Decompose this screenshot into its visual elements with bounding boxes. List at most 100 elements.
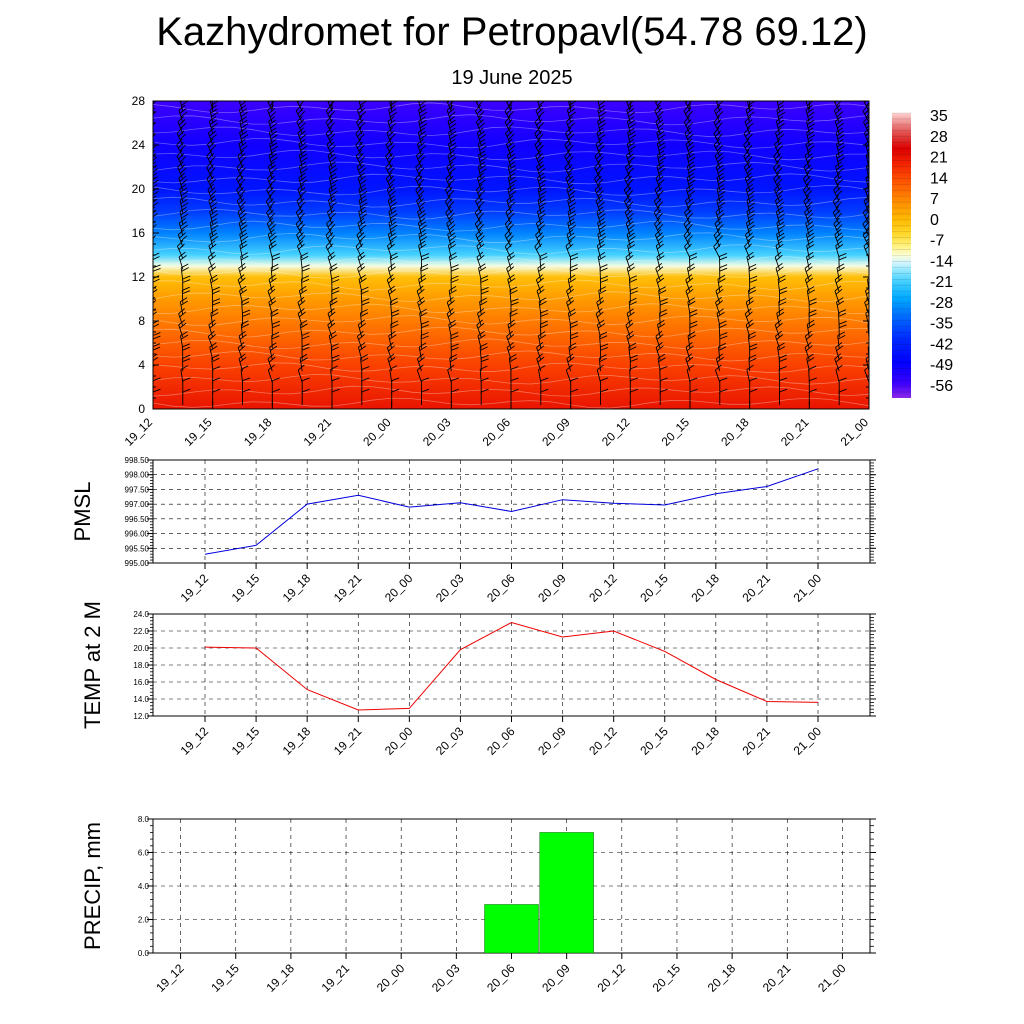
- x-tick-label: 20_12: [586, 724, 620, 758]
- wind-barb: [863, 115, 869, 134]
- wind-barb: [564, 138, 574, 157]
- wind-barb: [713, 138, 724, 157]
- wind-barb: [388, 218, 398, 236]
- wind-barb: [444, 195, 455, 214]
- wind-barb: [178, 217, 188, 236]
- wind-barb: [149, 83, 157, 100]
- wind-barb: [835, 240, 844, 259]
- wind-barb: [421, 388, 430, 405]
- wind-barb: [868, 267, 869, 281]
- wind-barb: [328, 161, 338, 180]
- wind-barb: [628, 275, 638, 293]
- wind-barb: [391, 309, 400, 326]
- wind-barb: [480, 388, 489, 405]
- colorbar-label: -49: [930, 357, 953, 374]
- wind-barb: [385, 138, 395, 157]
- wind-barb: [177, 161, 187, 180]
- wind-barb: [626, 229, 636, 247]
- wind-barb: [236, 172, 246, 191]
- x-tick-label: 20_21: [760, 961, 794, 995]
- wind-barb: [534, 127, 544, 146]
- wind-barb: [596, 240, 605, 259]
- wind-barb: [178, 251, 187, 270]
- wind-barb: [535, 104, 545, 123]
- wind-barb: [747, 83, 755, 100]
- wind-barb: [537, 172, 547, 191]
- wind-barb: [778, 365, 787, 383]
- wind-barb: [504, 116, 514, 135]
- wind-barb: [865, 152, 869, 168]
- wind-barb: [506, 251, 515, 270]
- wind-barb: [656, 127, 666, 146]
- wind-barb: [236, 161, 246, 180]
- wind-barb: [208, 195, 218, 214]
- wind-barb: [391, 377, 400, 394]
- wind-barb: [746, 251, 755, 270]
- wind-barb: [179, 206, 189, 225]
- wind-barb: [153, 296, 157, 315]
- wind-barb: [716, 195, 726, 214]
- wind-barb: [418, 240, 427, 259]
- wind-barb: [718, 320, 727, 338]
- wind-barb: [719, 252, 728, 270]
- wind-barb: [182, 377, 191, 394]
- wind-barb: [271, 377, 280, 394]
- wind-barb: [236, 195, 246, 214]
- wind-barb: [838, 377, 847, 394]
- wind-barb: [719, 388, 728, 405]
- colorbar-label: 28: [930, 129, 948, 146]
- wind-barb: [418, 101, 427, 112]
- wind-barb: [209, 342, 218, 360]
- wind-barb: [389, 101, 398, 112]
- wind-barb: [389, 297, 399, 315]
- wind-barb: [450, 377, 459, 394]
- wind-barb: [355, 149, 366, 168]
- x-tick-label: 19_18: [264, 961, 298, 995]
- wind-barb: [209, 105, 219, 123]
- y-tick-label: 20: [132, 182, 146, 196]
- wind-barb: [209, 83, 217, 100]
- x-tick-label: 20_15: [650, 961, 684, 995]
- wind-barb: [570, 253, 579, 270]
- wind-barb: [862, 228, 869, 248]
- wind-barb: [266, 183, 276, 202]
- wind-barb: [597, 229, 607, 247]
- wind-barb: [211, 286, 220, 304]
- x-tick-label: 19_12: [122, 415, 156, 449]
- wind-barb: [478, 263, 487, 281]
- wind-barb: [176, 127, 186, 146]
- wind-barb: [474, 104, 485, 123]
- colorbar-label: 21: [930, 150, 948, 167]
- wind-barb: [599, 275, 609, 293]
- wind-barb: [778, 297, 787, 315]
- x-tick-label: 21_00: [815, 961, 849, 995]
- wind-barb: [177, 115, 187, 134]
- wind-barb: [567, 101, 577, 112]
- wind-barb: [595, 138, 605, 157]
- wind-barb: [415, 183, 425, 202]
- wind-barb: [361, 377, 370, 394]
- wind-barb: [806, 353, 815, 372]
- wind-barb: [868, 380, 869, 394]
- y-tick-label: 16: [132, 226, 146, 240]
- wind-barb: [388, 206, 398, 225]
- isotherm-contour: [153, 220, 869, 232]
- wind-barb: [509, 286, 518, 304]
- wind-barb: [625, 101, 634, 112]
- wind-barb: [504, 229, 514, 248]
- wind-barb: [684, 240, 692, 259]
- wind-barb: [268, 150, 278, 168]
- wind-barb: [774, 195, 785, 214]
- wind-barb: [688, 252, 698, 270]
- y-tick-label: 22.0: [133, 627, 149, 636]
- wind-barb: [689, 377, 698, 394]
- wind-barb: [181, 286, 190, 304]
- wind-barb: [713, 228, 724, 247]
- wind-barb: [298, 172, 308, 191]
- wind-barb: [776, 218, 786, 236]
- wind-barb: [325, 116, 335, 135]
- colorbar: 35 28 21 14 7 0 -7 -14 -21 -28 -35 -42 -49 -56: [892, 108, 953, 398]
- wind-barb: [507, 172, 517, 191]
- wind-barb: [627, 127, 637, 146]
